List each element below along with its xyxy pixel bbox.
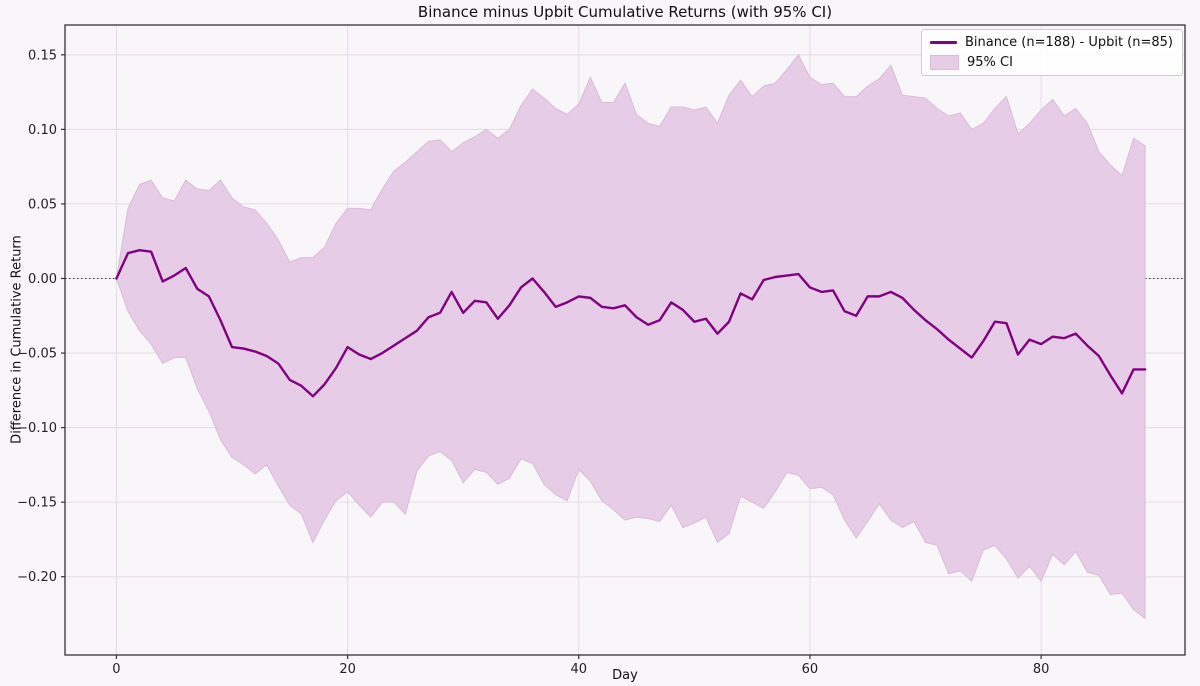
legend-entry-diff-line: Binance (n=188) - Upbit (n=85): [930, 35, 1173, 50]
y-tick-label: −0.15: [17, 496, 57, 511]
x-tick-label: 80: [1033, 662, 1050, 677]
y-tick-label: 0.10: [28, 123, 57, 138]
x-tick-label: 60: [802, 662, 819, 677]
legend-entry-ci: 95% CI: [930, 55, 1173, 70]
legend: Binance (n=188) - Upbit (n=85) 95% CI: [921, 29, 1183, 76]
y-tick-label: −0.05: [17, 347, 57, 362]
chart-title: Binance minus Upbit Cumulative Returns (…: [417, 3, 833, 21]
y-tick-label: −0.10: [17, 421, 57, 436]
ci-band: [115, 53, 1146, 620]
x-tick-label: 0: [112, 662, 120, 677]
y-tick-label: 0.15: [28, 48, 57, 63]
legend-label-diff: Binance (n=188) - Upbit (n=85): [965, 35, 1173, 50]
x-tick-label: 40: [570, 662, 587, 677]
legend-label-ci: 95% CI: [967, 55, 1013, 70]
y-tick-label: 0.05: [28, 197, 57, 212]
axes-spines: [64, 24, 1186, 656]
y-tick-label: −0.20: [17, 570, 57, 585]
diff-line: [115, 248, 1147, 398]
y-tick-label: 0.00: [28, 272, 57, 287]
line-swatch-icon: [930, 41, 958, 44]
x-axis-label: Day: [612, 668, 638, 683]
x-tick-label: 20: [339, 662, 356, 677]
ci-patch-swatch-icon: [930, 55, 960, 70]
